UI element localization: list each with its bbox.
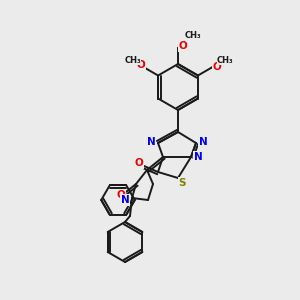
Text: N: N — [194, 152, 202, 162]
Text: CH₃: CH₃ — [217, 56, 234, 65]
Text: O: O — [137, 59, 146, 70]
Text: N: N — [147, 137, 155, 147]
Text: S: S — [178, 178, 186, 188]
Text: O: O — [117, 190, 125, 200]
Text: O: O — [212, 62, 221, 73]
Text: N: N — [199, 137, 207, 147]
Text: N: N — [121, 195, 129, 205]
Text: O: O — [135, 158, 143, 168]
Text: CH₃: CH₃ — [185, 32, 201, 40]
Text: O: O — [178, 41, 188, 51]
Text: CH₃: CH₃ — [124, 56, 141, 65]
